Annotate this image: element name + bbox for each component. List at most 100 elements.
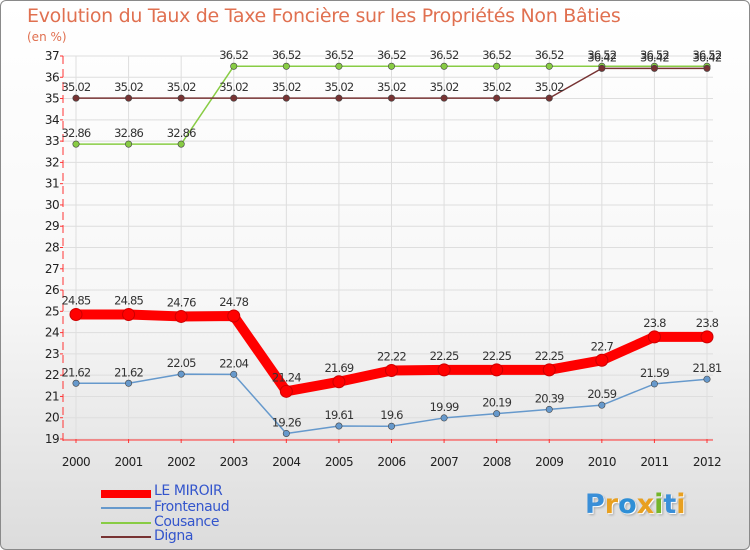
series-layer [69,62,714,437]
logo-letter: i [654,489,664,520]
y-tick-label: 34 [45,113,59,127]
y-tick-label: 26 [45,283,59,297]
data-point-digna [440,94,448,102]
data-point-digna [598,64,606,72]
x-tick-label: 2008 [483,455,511,469]
legend-label-le-miroir: LE MIROIR [154,483,223,499]
data-label-cousance: 36.52 [482,48,511,62]
axes: 19 20 21 22 23 24 25 26 27 28 29 30 31 32 33 34 35 36 37 20… [45,49,722,469]
x-tick-label: 2007 [430,455,458,469]
data-point-frontenaud [387,422,395,430]
data-label-cousance: 36.52 [640,48,669,62]
data-point-frontenaud [125,379,133,387]
data-label-frontenaud: 21.81 [693,361,722,375]
data-label-le-miroir: 24.85 [62,294,91,308]
data-point-le-miroir [174,309,188,323]
data-label-cousance: 36.52 [272,48,301,62]
y-tick-label: 23 [45,347,59,361]
data-label-digna: 35.02 [324,80,353,94]
data-label-frontenaud: 19.6 [380,408,403,422]
data-point-frontenaud [440,414,448,422]
logo-letter: t [663,489,677,520]
y-tick-label: 36 [45,70,59,84]
data-point-le-miroir [647,330,661,344]
data-label-digna: 35.02 [535,80,564,94]
grid-lines [63,55,713,440]
data-label-cousance: 36.52 [430,48,459,62]
data-point-cousance [72,140,80,148]
data-label-frontenaud: 19.26 [272,415,301,429]
data-point-frontenaud [335,422,343,430]
data-point-digna [493,94,501,102]
legend-label-cousance: Cousance [154,514,220,530]
data-label-cousance: 36.52 [324,48,353,62]
legend-swatch-le-miroir [101,490,151,498]
data-label-digna: 36.42 [640,50,669,64]
data-label-cousance: 32.86 [167,126,196,140]
data-label-digna: 35.02 [167,80,196,94]
y-tick-label: 27 [45,262,59,276]
y-tick-label: 20 [45,411,59,425]
data-point-cousance [493,62,501,70]
x-tick-label: 2009 [535,455,563,469]
data-label-frontenaud: 22.04 [219,356,248,370]
data-point-le-miroir [595,353,609,367]
data-point-digna [650,64,658,72]
x-tick-label: 2002 [167,455,195,469]
data-label-digna: 35.02 [272,80,301,94]
data-label-cousance: 36.52 [377,48,406,62]
x-tick-label: 2005 [325,455,353,469]
logo-letter: i [676,489,686,520]
data-label-le-miroir: 24.76 [167,295,196,309]
data-label-digna: 35.02 [114,80,143,94]
legend-swatch-cousance [101,522,151,524]
data-label-le-miroir: 23.8 [643,316,666,330]
data-label-cousance: 36.52 [535,48,564,62]
data-label-le-miroir: 24.85 [114,294,143,308]
x-tick-label: 2000 [62,455,90,469]
data-point-le-miroir [279,384,293,398]
data-label-le-miroir: 22.7 [591,339,614,353]
data-label-frontenaud: 19.61 [324,408,353,422]
data-label-digna: 35.02 [62,80,91,94]
data-label-le-miroir: 22.25 [535,349,564,363]
data-label-frontenaud: 20.39 [535,391,564,405]
x-tick-label: 2011 [640,455,668,469]
data-label-cousance: 36.52 [219,48,248,62]
y-tick-label: 22 [45,368,59,382]
data-point-le-miroir [69,308,83,322]
data-label-frontenaud: 21.62 [62,365,91,379]
x-tick-label: 2001 [115,455,143,469]
data-label-digna: 35.02 [430,80,459,94]
data-label-digna: 36.42 [693,50,722,64]
chart-title: Evolution du Taux de Taxe Foncière sur l… [27,5,621,27]
data-label-frontenaud: 20.59 [587,387,616,401]
y-tick-label: 32 [45,155,59,169]
logo-letter: r [604,489,619,520]
legend-item-cousance: Cousance [101,514,301,531]
data-point-digna [387,94,395,102]
data-label-le-miroir: 21.24 [272,370,301,384]
data-point-frontenaud [72,379,80,387]
y-tick-label: 33 [45,134,59,148]
data-label-le-miroir: 22.25 [482,349,511,363]
x-tick-label: 2004 [272,455,300,469]
legend-label-frontenaud: Frontenaud [154,499,230,515]
data-point-digna [703,64,711,72]
y-tick-label: 31 [45,177,59,191]
data-point-cousance [282,62,290,70]
data-point-digna [177,94,185,102]
data-point-cousance [125,140,133,148]
data-point-frontenaud [545,405,553,413]
data-label-digna: 36.42 [587,50,616,64]
data-point-cousance [177,140,185,148]
data-point-digna [282,94,290,102]
chart-subtitle: (en %) [27,30,67,44]
data-label-cousance: 36.52 [693,48,722,62]
data-labels-layer: 32.86 32.86 32.86 36.52 36.52 36.52 36.52 36.52… [62,48,723,429]
data-label-le-miroir: 22.22 [377,349,406,363]
legend-label-digna: Digna [154,528,194,544]
data-point-digna [230,94,238,102]
data-label-cousance: 32.86 [114,126,143,140]
